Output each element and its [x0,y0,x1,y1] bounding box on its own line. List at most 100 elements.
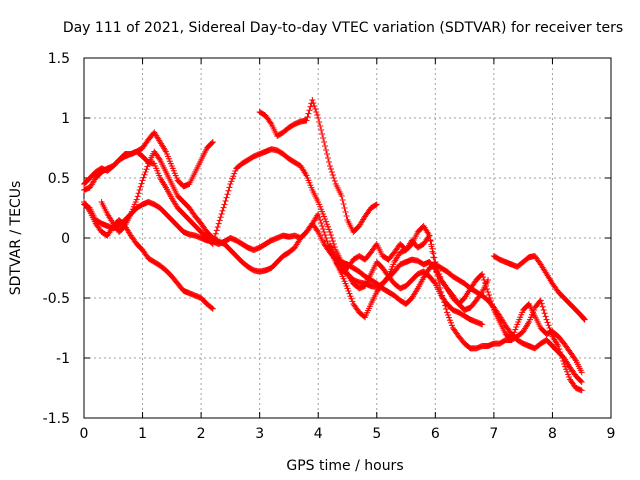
data-point-track-3 [212,230,219,237]
data-point-track-9 [510,331,517,338]
data-point-track-7 [560,358,567,364]
data-point-track-9 [578,369,585,376]
x-tick-label: 0 [80,426,89,442]
data-point-track-3 [214,224,221,230]
y-tick-label: -0.5 [43,291,70,307]
data-point-track-6 [329,172,336,178]
data-point-track-3 [327,232,334,238]
data-point-track-3 [322,216,329,222]
data-point-track-6 [307,103,314,110]
data-point-track-7 [346,290,353,297]
data-point-track-7 [345,288,352,294]
data-point-track-9 [483,283,490,289]
plot-frame [83,57,612,419]
data-point-track-9 [430,250,437,257]
data-point-track-6 [342,209,349,215]
data-point-track-6 [305,110,312,117]
data-point-track-9 [486,295,493,301]
data-point-track-6 [373,201,380,208]
data-point-track-4 [320,226,327,232]
data-point-track-7 [559,355,566,361]
data-point-track-4 [156,155,163,162]
data-point-track-3 [229,175,236,182]
data-point-track-9 [428,241,435,248]
data-point-track-7 [564,368,571,375]
data-point-track-6 [313,109,320,115]
data-point-track-6 [311,103,318,109]
data-marks [81,97,588,394]
data-point-track-7 [447,319,454,326]
x-tick-label: 1 [138,426,147,442]
data-point-track-9 [486,292,493,298]
data-point-track-1 [209,305,216,312]
data-point-track-4 [322,232,329,238]
data-point-track-6 [331,178,338,184]
data-point-track-6 [316,119,323,125]
data-point-track-7 [439,292,446,299]
data-point-track-6 [324,155,331,161]
data-point-track-7 [538,300,545,307]
data-point-track-7 [543,316,550,323]
data-point-track-3 [228,178,235,185]
data-point-track-9 [432,259,439,265]
data-point-track-3 [325,226,332,233]
data-point-track-6 [325,159,332,165]
data-point-track-7 [442,302,449,309]
data-point-track-9 [484,286,491,292]
y-tick-label: 1 [61,111,70,127]
data-point-track-7 [562,363,569,370]
data-point-track-9 [481,277,488,283]
data-point-track-3 [230,173,237,180]
data-point-track-9 [434,265,441,271]
data-point-track-4 [318,220,325,226]
data-point-track-7 [541,310,548,317]
data-point-track-6 [310,100,317,106]
data-point-track-7 [348,295,355,302]
data-point-track-4 [319,223,326,229]
x-tick-label: 8 [548,426,557,442]
data-point-track-7 [558,352,565,358]
data-point-track-6 [322,143,329,149]
data-point-track-9 [426,232,433,239]
data-point-track-9 [488,301,495,307]
data-point-track-4 [139,177,146,184]
data-point-track-6 [312,106,319,112]
data-point-track-7 [441,299,448,306]
data-point-track-7 [563,366,570,373]
data-point-track-3 [324,223,331,230]
data-point-track-3 [324,221,331,228]
data-point-track-5 [314,227,321,234]
data-point-track-4 [141,171,148,178]
x-tick-label: 9 [607,426,616,442]
data-point-track-7 [545,322,552,329]
data-point-track-9 [433,262,440,268]
data-point-track-6 [324,151,331,157]
data-point-track-6 [318,127,325,133]
data-point-track-7 [537,297,544,304]
data-point-track-4 [140,174,147,181]
data-point-track-3 [329,238,336,244]
data-point-track-8 [581,316,588,323]
data-point-track-9 [480,274,487,280]
data-point-track-6 [330,175,337,181]
data-point-track-9 [435,268,442,274]
data-point-track-9 [437,274,444,280]
data-point-track-6 [309,97,316,103]
data-point-track-3 [222,198,229,204]
data-point-track-3 [321,213,328,220]
data-point-track-7 [544,319,551,326]
data-point-track-1 [208,305,215,311]
x-tick-label: 5 [372,426,381,442]
y-tick-label: -1 [56,351,70,367]
data-point-track-9 [512,326,519,333]
chart-title: Day 111 of 2021, Sidereal Day-to-day VTE… [63,20,623,36]
data-point-track-7 [446,317,453,324]
data-point-track-4 [133,196,140,203]
x-tick-label: 3 [255,426,264,442]
data-point-track-4 [324,238,331,244]
y-tick-label: -1.5 [43,411,70,427]
data-point-track-4 [134,193,141,200]
data-point-track-3 [232,168,239,174]
data-point-track-6 [320,135,327,141]
